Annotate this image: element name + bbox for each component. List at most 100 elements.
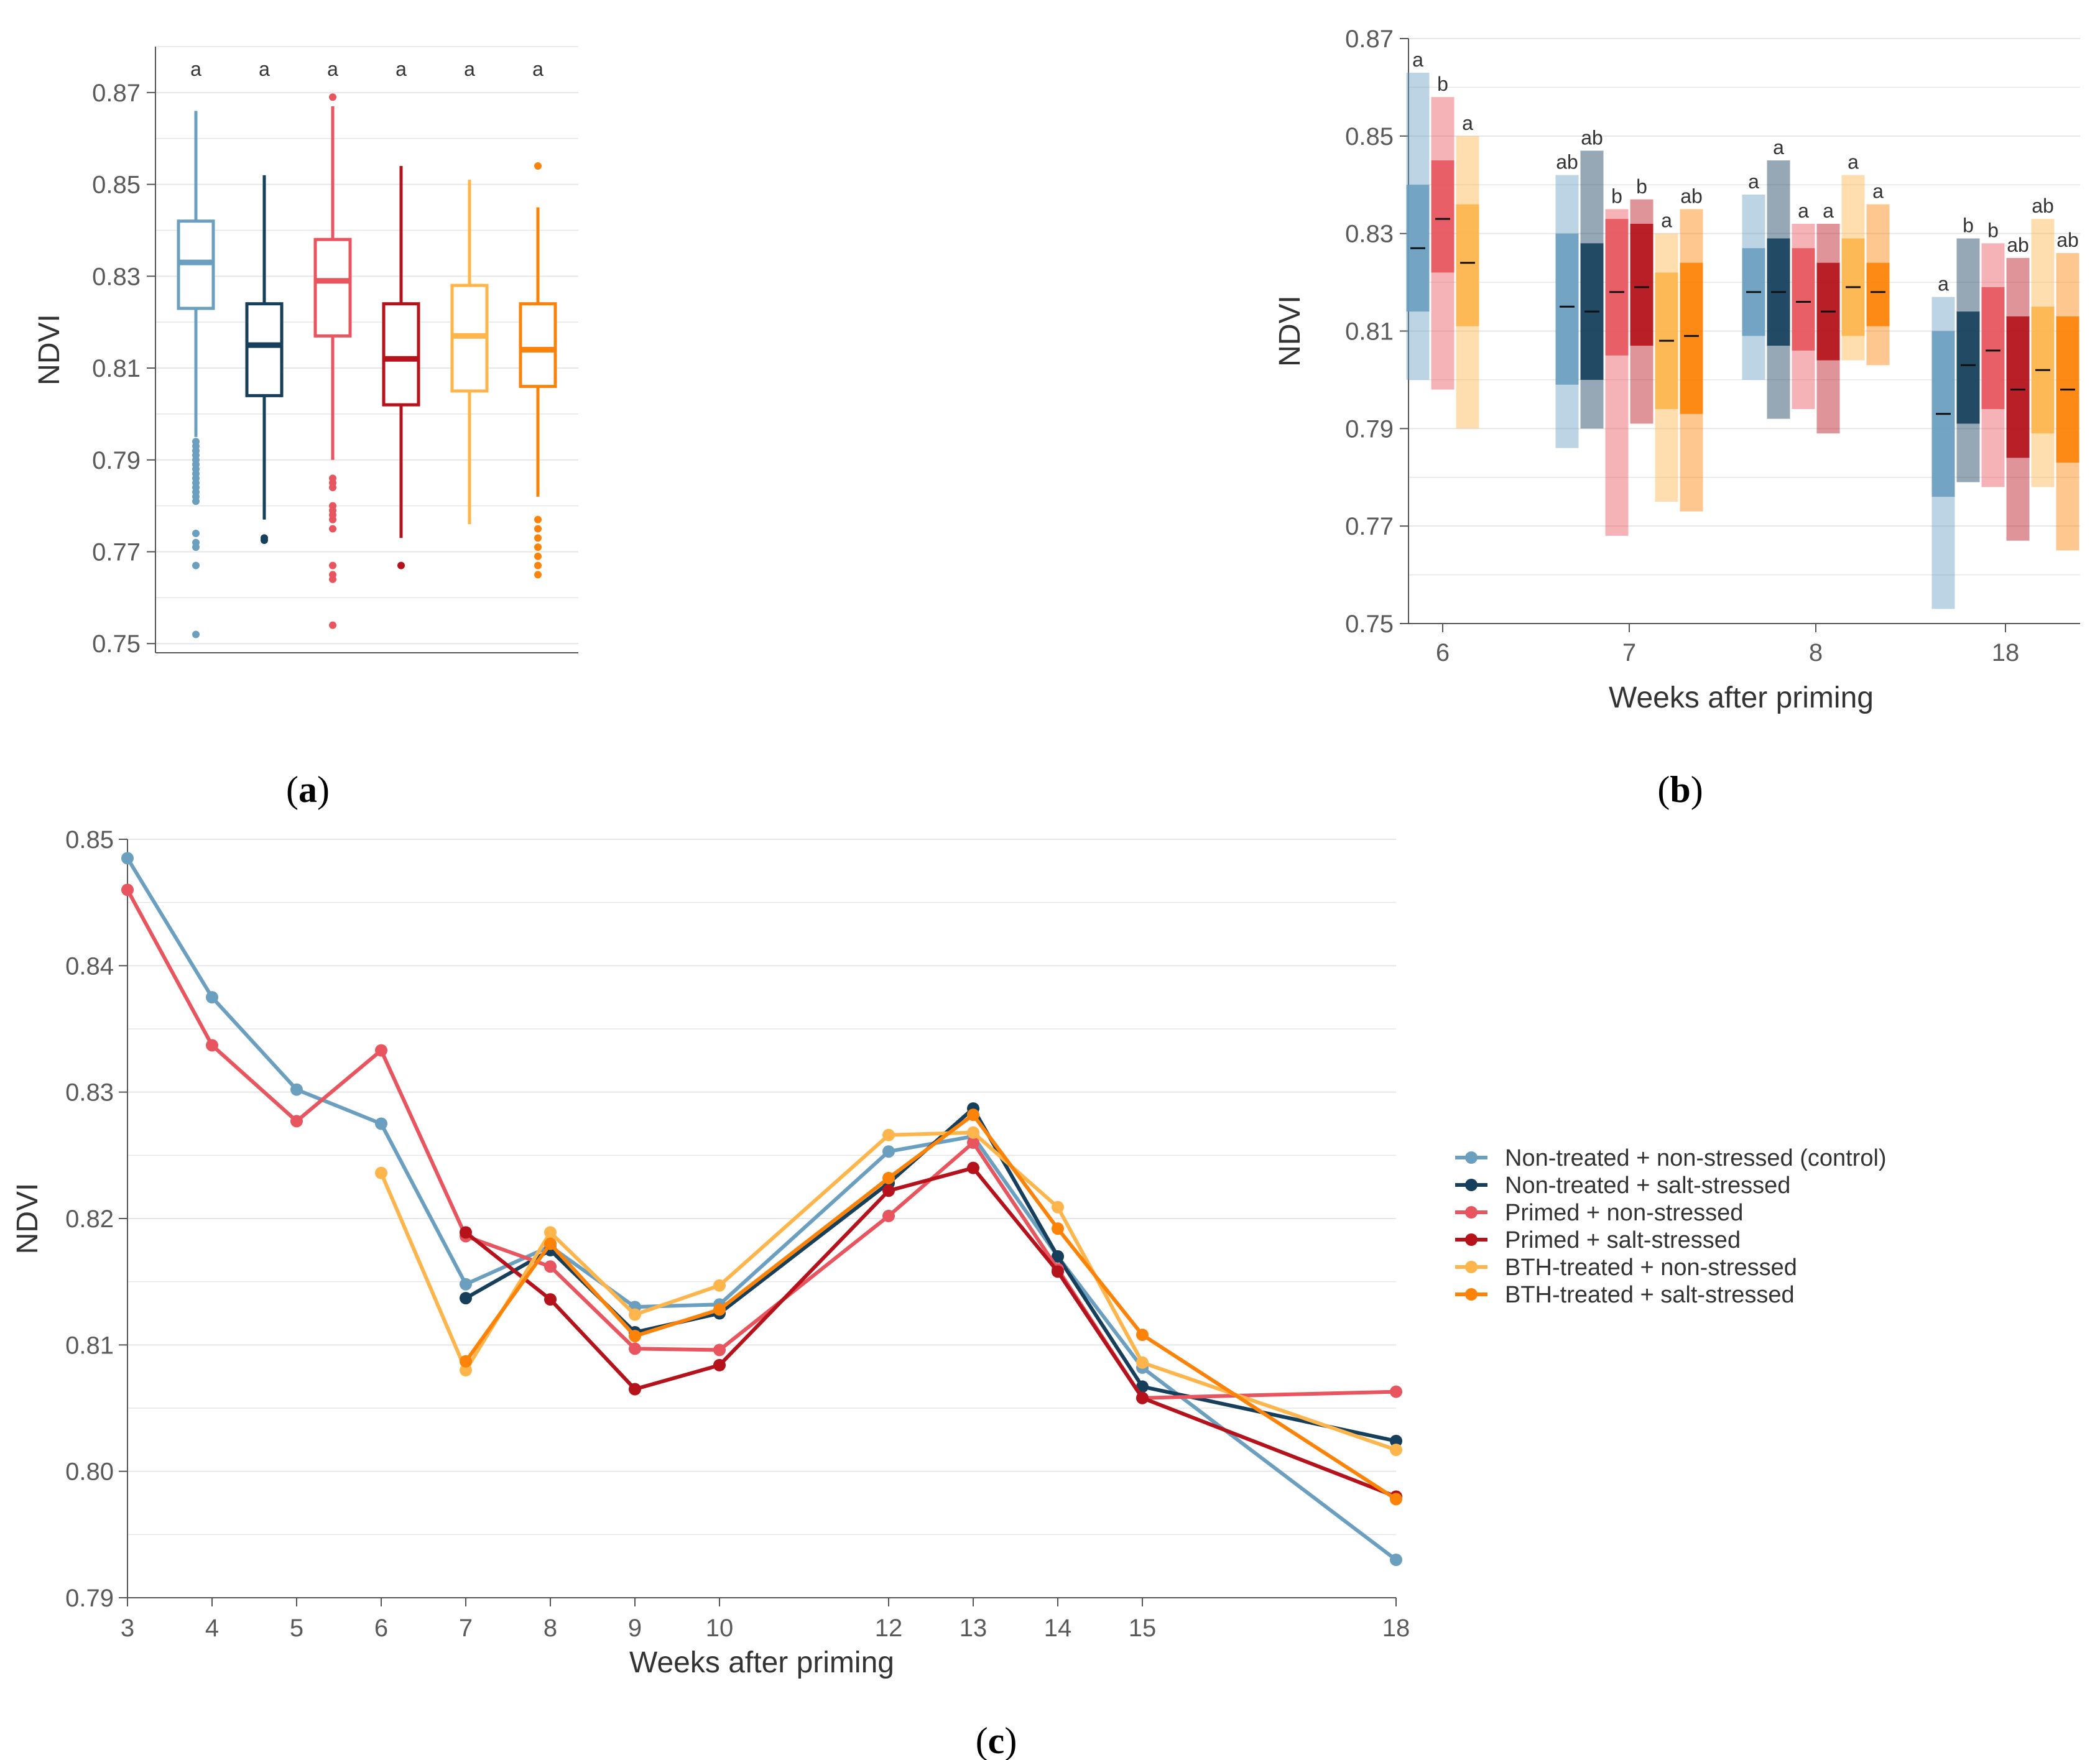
panel-label-a: (a) (286, 769, 330, 810)
ytick-label-a-2: 0.79 (92, 447, 141, 474)
sig-label-w6-pn: b (1437, 73, 1448, 95)
xtick-label-b-2: 8 (1809, 639, 1823, 666)
xtick-label-c-11: 15 (1129, 1615, 1157, 1642)
ytick-label-c-3: 0.82 (65, 1205, 114, 1233)
series-point-bs-12 (882, 1171, 895, 1184)
chart-b: 0.75 0.77 0.79 0.81 0.83 0.85 0.87 NDVI Weeks af… (1274, 25, 2080, 810)
outlier-bs-4 (534, 543, 542, 551)
series-point-pn-4 (206, 1039, 218, 1052)
series-point-nn-4 (206, 991, 218, 1004)
sig-label-w7-ns: ab (1581, 126, 1603, 149)
series-point-ps-8 (544, 1293, 557, 1306)
iqr-bar-w8-pn (1792, 248, 1815, 351)
sig-label-w7-ps: b (1636, 175, 1647, 198)
legend-swatch-dot-bs (1465, 1288, 1478, 1301)
outlier-bs-7 (534, 571, 542, 579)
legend-swatch-dot-nn (1465, 1151, 1478, 1164)
series-point-ps-10 (713, 1358, 726, 1371)
outlier-nn-17 (192, 561, 200, 569)
xtick-label-c-7: 10 (706, 1615, 734, 1642)
series-point-bn-8 (544, 1226, 557, 1239)
legend-swatch-dot-bn (1465, 1261, 1478, 1273)
sig-label-w8-ns: a (1773, 136, 1784, 159)
y-axis-label-b: NDVI (1274, 295, 1307, 367)
outlier-nn-13 (192, 497, 200, 505)
series-point-pn-18 (1390, 1385, 1402, 1398)
series-point-bn-7 (460, 1364, 472, 1376)
outlier-pn-3 (329, 484, 336, 492)
series-point-bn-6 (375, 1166, 387, 1179)
outlier-bs-0 (534, 162, 542, 170)
legend-label-pn: Primed + non-stressed (1505, 1200, 1743, 1226)
ytick-label-b-3: 0.81 (1345, 318, 1394, 346)
box-ns (245, 302, 284, 397)
ytick-label-a-6: 0.87 (92, 80, 141, 107)
iqr-bar-w18-pn (1981, 287, 2005, 409)
xtick-label-c-1: 4 (205, 1615, 219, 1642)
ytick-label-b-4: 0.83 (1345, 221, 1394, 248)
outlier-bs-6 (534, 561, 542, 569)
box-bs (519, 302, 557, 389)
panel-paren-open-b: ( (1657, 769, 1670, 810)
ytick-label-c-4: 0.83 (65, 1079, 114, 1107)
series-point-ps-15 (1136, 1391, 1149, 1404)
outlier-pn-0 (329, 93, 336, 101)
sig-label-w7-bs: ab (1680, 185, 1703, 207)
series-point-bn-12 (882, 1128, 895, 1141)
sig-label-a-nn: a (190, 58, 201, 80)
xtick-label-c-3: 6 (374, 1615, 388, 1642)
series-point-bn-13 (967, 1126, 979, 1139)
series-point-ns-7 (460, 1292, 472, 1305)
ytick-label-c-2: 0.81 (65, 1332, 114, 1359)
series-point-nn-3 (121, 852, 134, 865)
x-axis-label-c: Weeks after priming (629, 1646, 894, 1679)
iqr-bar-w7-bs (1680, 262, 1703, 414)
ytick-label-b-2: 0.79 (1345, 415, 1394, 443)
panel-label-c: (c) (976, 1720, 1017, 1760)
iqr-bar-w7-ps (1630, 223, 1654, 346)
xtick-label-c-6: 9 (628, 1615, 642, 1642)
legend-label-nn: Non-treated + non-stressed (control) (1505, 1145, 1887, 1171)
xtick-label-b-1: 7 (1622, 639, 1636, 666)
outlier-ns-1 (261, 537, 268, 545)
sig-label-w6-nn: a (1412, 48, 1423, 71)
chart-c: 0.79 0.80 0.81 0.82 0.83 0.84 0.85 3 4 5 6 7 8 9 10 12 1… (11, 826, 1410, 1760)
xtick-label-b-0: 6 (1436, 639, 1450, 666)
ytick-label-c-6: 0.85 (65, 826, 114, 854)
series-point-pn-12 (882, 1209, 895, 1222)
series-point-nn-7 (460, 1278, 472, 1291)
series-point-ns-14 (1052, 1250, 1064, 1263)
sig-label-a-ns: a (259, 58, 270, 80)
series-point-pn-8 (544, 1260, 557, 1273)
panel-letter-c: c (988, 1720, 1005, 1760)
outlier-bs-3 (534, 534, 542, 542)
ytick-label-b-5: 0.85 (1345, 123, 1394, 150)
xtick-label-c-10: 14 (1044, 1615, 1072, 1642)
y-axis-label-c: NDVI (11, 1183, 44, 1255)
iqr-bar-w7-nn (1555, 233, 1579, 385)
panel-label-b: (b) (1657, 769, 1703, 810)
iqr-bar-w18-ns (1956, 311, 1980, 424)
series-point-pn-13 (967, 1136, 979, 1149)
ytick-label-a-4: 0.83 (92, 263, 141, 290)
iqr-bar-w8-bs (1866, 262, 1890, 326)
series-point-bs-15 (1136, 1329, 1149, 1342)
ytick-label-c-1: 0.80 (65, 1458, 114, 1486)
series-point-bs-8 (544, 1237, 557, 1250)
series-point-pn-9 (629, 1342, 641, 1355)
ytick-label-c-5: 0.84 (65, 952, 114, 980)
outlier-pn-11 (329, 575, 336, 583)
legend-swatch-dot-pn (1465, 1206, 1478, 1219)
sig-label-a-bn: a (464, 58, 475, 80)
series-point-bs-18 (1390, 1493, 1402, 1506)
outlier-pn-9 (329, 561, 336, 569)
series-point-nn-12 (882, 1145, 895, 1158)
series-point-ps-9 (629, 1383, 641, 1396)
ytick-label-a-0: 0.75 (92, 630, 141, 658)
outlier-pn-8 (329, 525, 336, 533)
panel-paren-close-a: ) (317, 769, 330, 810)
sig-label-w8-bn: a (1848, 151, 1859, 173)
legend: Non-treated + non-stressed (control)Non-… (1455, 1145, 1887, 1308)
sig-label-w7-nn: ab (1556, 151, 1578, 173)
